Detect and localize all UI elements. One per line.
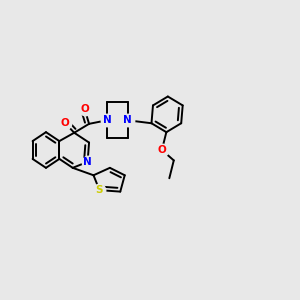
Text: O: O	[80, 104, 89, 114]
Text: S: S	[96, 185, 103, 195]
Text: N: N	[123, 115, 132, 125]
Text: O: O	[61, 118, 70, 128]
Text: N: N	[83, 157, 92, 167]
Text: N: N	[103, 115, 111, 125]
Text: O: O	[158, 145, 166, 155]
